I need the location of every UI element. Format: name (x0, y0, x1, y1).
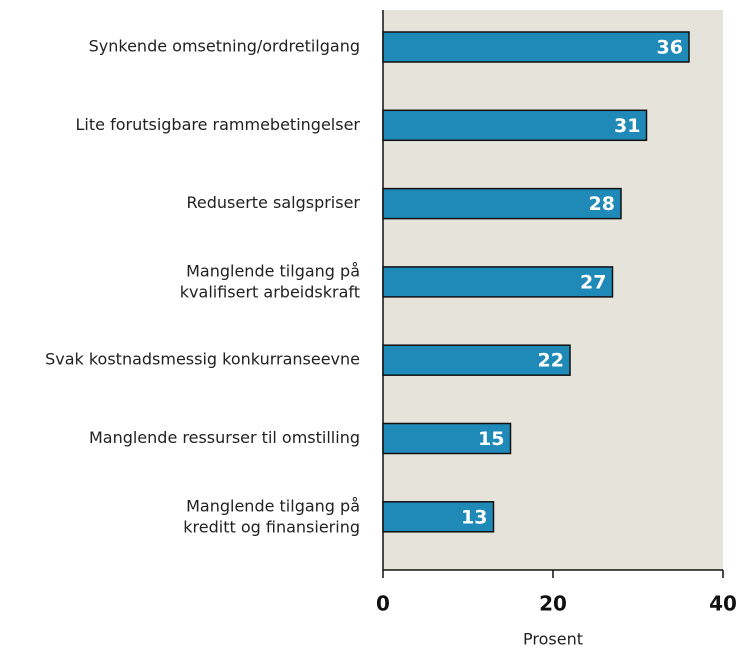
category-label: Svak kostnadsmessig konkurranseevne (45, 350, 360, 369)
bar (382, 266, 614, 298)
value-label: 27 (580, 271, 606, 293)
value-label: 22 (538, 350, 564, 372)
x-axis-label: Prosent (523, 630, 583, 649)
category-label: Lite forutsigbare rammebetingelser (76, 115, 361, 134)
x-tick-label: 20 (539, 592, 567, 616)
category-label: Manglende tilgang på kreditt og finansier… (183, 496, 360, 536)
value-label: 13 (461, 506, 487, 528)
x-tick-label: 40 (709, 592, 737, 616)
value-label: 15 (478, 428, 504, 450)
value-label: 31 (614, 115, 640, 137)
category-label: Synkende omsetning/ordretilgang (89, 37, 360, 56)
bar (382, 344, 571, 376)
category-label: Manglende ressurser til omstilling (89, 428, 360, 447)
value-label: 28 (589, 193, 615, 215)
bar (382, 501, 495, 533)
bar (382, 31, 690, 63)
category-label: Reduserte salgspriser (186, 193, 360, 212)
bar (382, 422, 512, 455)
value-label: 36 (657, 37, 683, 59)
category-label: Manglende tilgang på kvalifisert arbeidsk… (180, 261, 360, 301)
bar (382, 187, 622, 220)
bar (382, 109, 648, 142)
x-tick-label: 0 (376, 592, 390, 616)
